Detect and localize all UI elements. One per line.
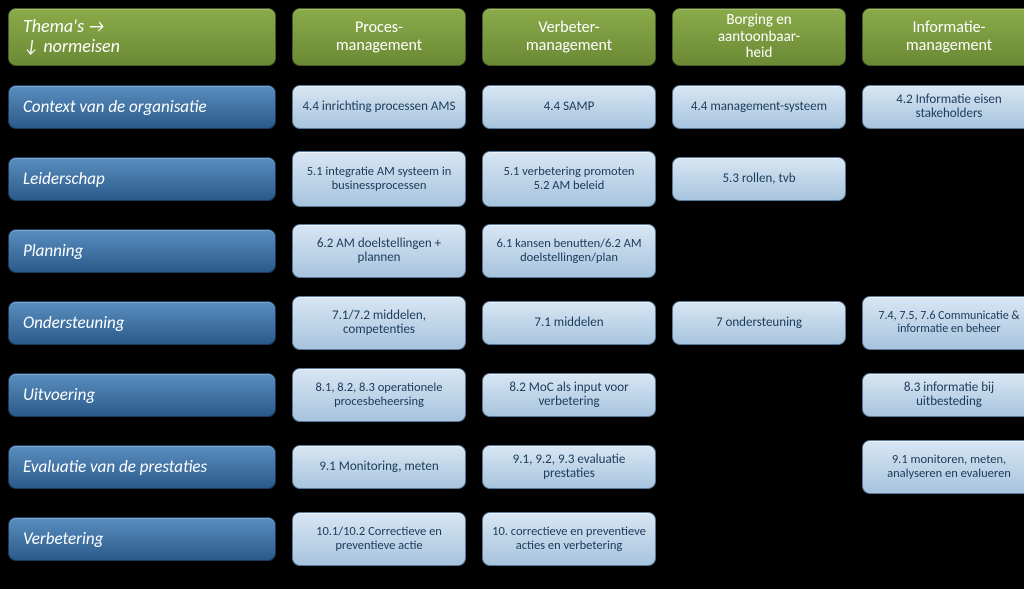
- col-header-3-l2: management: [906, 37, 992, 55]
- col-header-0-l2: management: [336, 37, 422, 55]
- cell-r5c1: 9.1, 9.2, 9.3 evaluatie prestaties: [482, 445, 656, 489]
- row-label-0: Context van de organisatie: [8, 85, 276, 129]
- cell-r2c0: 6.2 AM doelstellingen + plannen: [292, 224, 466, 278]
- col-header-2-l2: aantoonbaar-: [718, 29, 800, 46]
- cell-r1c1: 5.1 verbetering promoten 5.2 AM beleid: [482, 151, 656, 207]
- cell-r3c3: 7.4, 7.5, 7.6 Communicatie & informatie …: [862, 296, 1024, 350]
- cell-r2c1: 6.1 kansen benutten/6.2 AM doelstellinge…: [482, 224, 656, 278]
- col-header-1-l1: Verbeter-: [526, 19, 612, 37]
- cell-r0c2: 4.4 management-systeem: [672, 85, 846, 129]
- col-header-0-l1: Proces-: [336, 19, 422, 37]
- matrix-grid: Thema's → ↓ normeisen Proces- management…: [8, 8, 1016, 570]
- col-header-2: Borging en aantoonbaar- heid: [672, 8, 846, 66]
- row-label-1: Leiderschap: [8, 157, 276, 201]
- cell-r6c0: 10.1/10.2 Correctieve en preventieve act…: [292, 512, 466, 566]
- corner-cell: Thema's → ↓ normeisen: [8, 8, 276, 66]
- col-header-1-l2: management: [526, 37, 612, 55]
- cell-r1c0: 5.1 integratie AM systeem in businesspro…: [292, 151, 466, 207]
- col-header-0: Proces- management: [292, 8, 466, 66]
- cell-r0c0: 4.4 inrichting processen AMS: [292, 85, 466, 129]
- col-header-2-l3: heid: [718, 45, 800, 62]
- cell-r6c1: 10. correctieve en preventieve acties en…: [482, 512, 656, 566]
- cell-r4c1: 8.2 MoC als input voor verbetering: [482, 373, 656, 417]
- cell-r0c1: 4.4 SAMP: [482, 85, 656, 129]
- cell-r5c3: 9.1 monitoren, meten, analyseren en eval…: [862, 440, 1024, 494]
- cell-r1c2: 5.3 rollen, tvb: [672, 157, 846, 201]
- cell-r5c0: 9.1 Monitoring, meten: [292, 445, 466, 489]
- cell-r4c0: 8.1, 8.2, 8.3 operationele procesbeheers…: [292, 368, 466, 422]
- row-label-6: Verbetering: [8, 517, 276, 561]
- col-header-1: Verbeter- management: [482, 8, 656, 66]
- col-header-3: Informatie- management: [862, 8, 1024, 66]
- cell-r0c3: 4.2 Informatie eisen stakeholders: [862, 85, 1024, 129]
- corner-line2: ↓ normeisen: [23, 37, 120, 57]
- row-label-2: Planning: [8, 229, 276, 273]
- row-label-5: Evaluatie van de prestaties: [8, 445, 276, 489]
- cell-r3c2: 7 ondersteuning: [672, 301, 846, 345]
- cell-r4c3: 8.3 informatie bij uitbesteding: [862, 373, 1024, 417]
- col-header-2-l1: Borging en: [718, 12, 800, 29]
- row-label-3: Ondersteuning: [8, 301, 276, 345]
- row-label-4: Uitvoering: [8, 373, 276, 417]
- cell-r3c1: 7.1 middelen: [482, 301, 656, 345]
- cell-r3c0: 7.1/7.2 middelen, competenties: [292, 296, 466, 350]
- col-header-3-l1: Informatie-: [906, 19, 992, 37]
